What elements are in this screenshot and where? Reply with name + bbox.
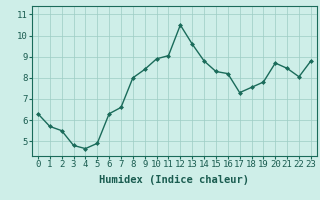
X-axis label: Humidex (Indice chaleur): Humidex (Indice chaleur) <box>100 175 249 185</box>
